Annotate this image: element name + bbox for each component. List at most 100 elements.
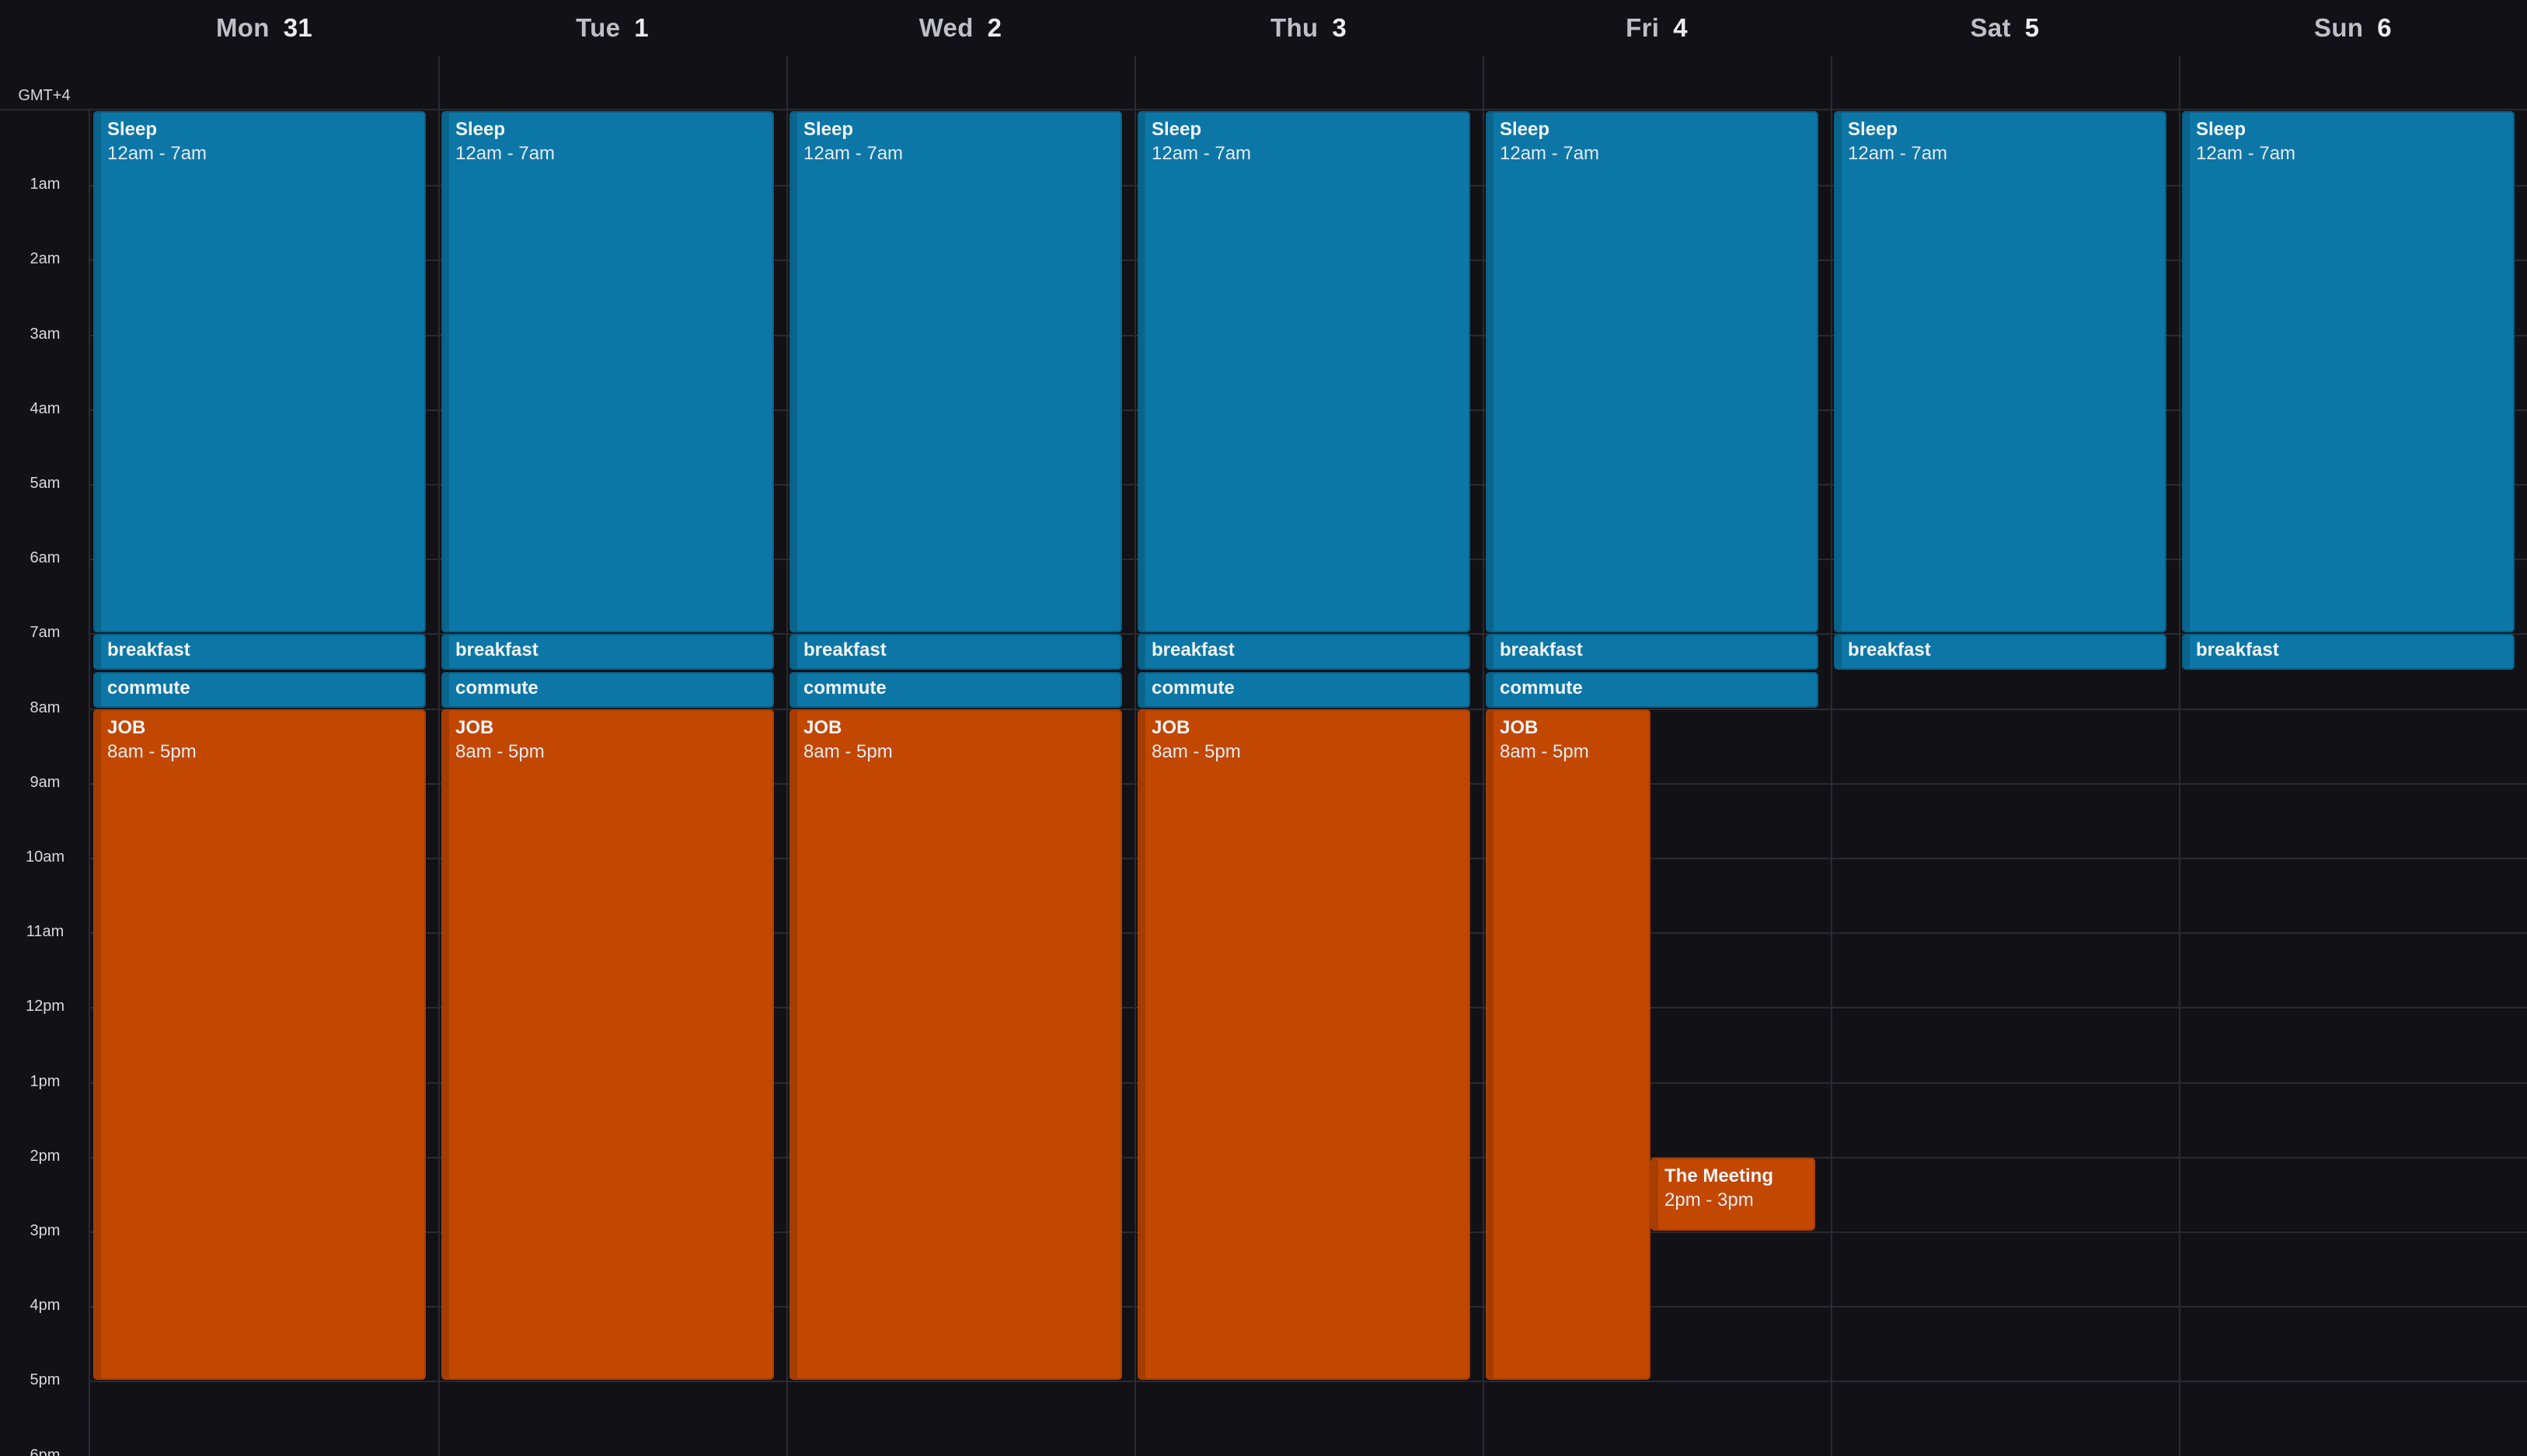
day-number: 5 (2024, 13, 2040, 42)
event-breakfast[interactable]: breakfast (1486, 634, 1818, 671)
event-title: JOB (1152, 716, 1190, 738)
day-header-thu[interactable]: Thu 3 (1135, 0, 1483, 56)
header-column-divider (2179, 56, 2180, 110)
day-name: Sat (1970, 13, 2011, 42)
event-title: breakfast (107, 639, 190, 661)
event-breakfast[interactable]: breakfast (1138, 634, 1470, 671)
hour-gridline (90, 1381, 2527, 1383)
day-name: Sun (2314, 13, 2364, 42)
event-title: commute (107, 677, 190, 698)
day-column-divider (1135, 110, 1136, 1456)
event-breakfast[interactable]: breakfast (1834, 634, 2166, 671)
event-time: 8am - 5pm (455, 740, 545, 762)
header-column-divider (786, 56, 788, 110)
event-sleep[interactable]: Sleep 12am - 7am (1834, 111, 2166, 633)
event-sleep[interactable]: Sleep 12am - 7am (789, 111, 1122, 633)
event-time: 8am - 5pm (107, 740, 197, 762)
event-job[interactable]: JOB 8am - 5pm (441, 709, 774, 1381)
event-breakfast[interactable]: breakfast (789, 634, 1122, 671)
event-commute[interactable]: commute (1486, 671, 1818, 708)
event-title: Sleep (1500, 119, 1550, 140)
event-time: 12am - 7am (107, 143, 207, 164)
event-title: Sleep (455, 119, 506, 140)
calendar-header: Mon 31 Tue 1 Wed 2 Thu 3 Fri 4 Sat 5 Sun 6 GMT+4 (0, 0, 2527, 110)
day-header-sat[interactable]: Sat 5 (1831, 0, 2179, 56)
event-sleep[interactable]: Sleep 12am - 7am (441, 111, 774, 633)
hour-label: 7am (30, 624, 61, 642)
time-gutter: 1am 2am 3am 4am 5am 6am 7am 8am 9am 10am 11am 12pm 1… (0, 110, 90, 1456)
event-time: 12am - 7am (1500, 143, 1600, 164)
hour-label: 12pm (25, 998, 65, 1015)
event-time: 2pm - 3pm (1664, 1189, 1754, 1210)
event-title: Sleep (107, 119, 158, 140)
event-job[interactable]: JOB 8am - 5pm (1138, 709, 1470, 1381)
day-name: Mon (215, 13, 270, 42)
day-number: 2 (987, 13, 1002, 42)
header-column-divider (1831, 56, 1832, 110)
header-column-divider (1483, 56, 1484, 110)
day-header-tue[interactable]: Tue 1 (438, 0, 786, 56)
day-name: Fri (1626, 13, 1660, 42)
event-sleep[interactable]: Sleep 12am - 7am (93, 111, 426, 633)
event-title: Sleep (1848, 119, 1898, 140)
event-commute[interactable]: commute (441, 671, 774, 708)
calendar-grid[interactable]: Sleep 12am - 7am breakfast commute JOB 8am - … (90, 110, 2527, 1456)
event-commute[interactable]: commute (93, 671, 426, 708)
event-time: 12am - 7am (1848, 143, 1948, 164)
day-number: 31 (283, 13, 313, 42)
event-time: 12am - 7am (455, 143, 556, 164)
hour-label: 1am (30, 176, 61, 193)
event-time: 8am - 5pm (1152, 740, 1241, 762)
hour-label: 2pm (30, 1147, 61, 1165)
event-job[interactable]: JOB 8am - 5pm (1486, 709, 1650, 1381)
event-time: 8am - 5pm (1500, 740, 1589, 762)
event-job[interactable]: JOB 8am - 5pm (93, 709, 426, 1381)
event-job[interactable]: JOB 8am - 5pm (789, 709, 1122, 1381)
event-the-meeting[interactable]: The Meeting 2pm - 3pm (1650, 1157, 1815, 1231)
day-header-sun[interactable]: Sun 6 (2179, 0, 2527, 56)
event-title: breakfast (1500, 639, 1583, 661)
event-breakfast[interactable]: breakfast (2182, 634, 2515, 671)
day-number: 3 (1332, 13, 1347, 42)
day-name: Tue (576, 13, 621, 42)
day-number: 6 (2377, 13, 2392, 42)
event-title: Sleep (1152, 119, 1202, 140)
event-title: commute (1500, 677, 1583, 698)
day-column-divider (1831, 110, 1832, 1456)
event-time: 8am - 5pm (803, 740, 893, 762)
event-sleep[interactable]: Sleep 12am - 7am (2182, 111, 2515, 633)
day-column-divider (438, 110, 440, 1456)
header-column-divider (438, 56, 440, 110)
event-sleep[interactable]: Sleep 12am - 7am (1486, 111, 1818, 633)
event-title: breakfast (1152, 639, 1235, 661)
event-title: JOB (803, 716, 842, 738)
day-header-mon[interactable]: Mon 31 (90, 0, 438, 56)
day-name: Wed (918, 13, 974, 42)
event-time: 12am - 7am (1152, 143, 1252, 164)
day-header-fri[interactable]: Fri 4 (1483, 0, 1831, 56)
event-commute[interactable]: commute (789, 671, 1122, 708)
hour-label: 3am (30, 325, 61, 343)
event-title: breakfast (455, 639, 539, 661)
hour-label: 8am (30, 698, 61, 716)
day-column-divider (1483, 110, 1484, 1456)
event-title: Sleep (2196, 119, 2246, 140)
day-header-wed[interactable]: Wed 2 (786, 0, 1135, 56)
event-sleep[interactable]: Sleep 12am - 7am (1138, 111, 1470, 633)
hour-label: 10am (25, 848, 65, 866)
day-number: 1 (634, 13, 649, 42)
event-time: 12am - 7am (2196, 143, 2296, 164)
event-title: breakfast (803, 639, 887, 661)
day-number: 4 (1673, 13, 1688, 42)
hour-label: 6pm (30, 1446, 61, 1456)
hour-label: 1pm (30, 1072, 61, 1090)
hour-label: 9am (30, 773, 61, 791)
header-column-divider (1135, 56, 1136, 110)
event-breakfast[interactable]: breakfast (93, 634, 426, 671)
event-commute[interactable]: commute (1138, 671, 1470, 708)
hour-label: 2am (30, 250, 61, 268)
hour-label: 5am (30, 475, 61, 492)
hour-label: 11am (26, 923, 64, 941)
event-breakfast[interactable]: breakfast (441, 634, 774, 671)
